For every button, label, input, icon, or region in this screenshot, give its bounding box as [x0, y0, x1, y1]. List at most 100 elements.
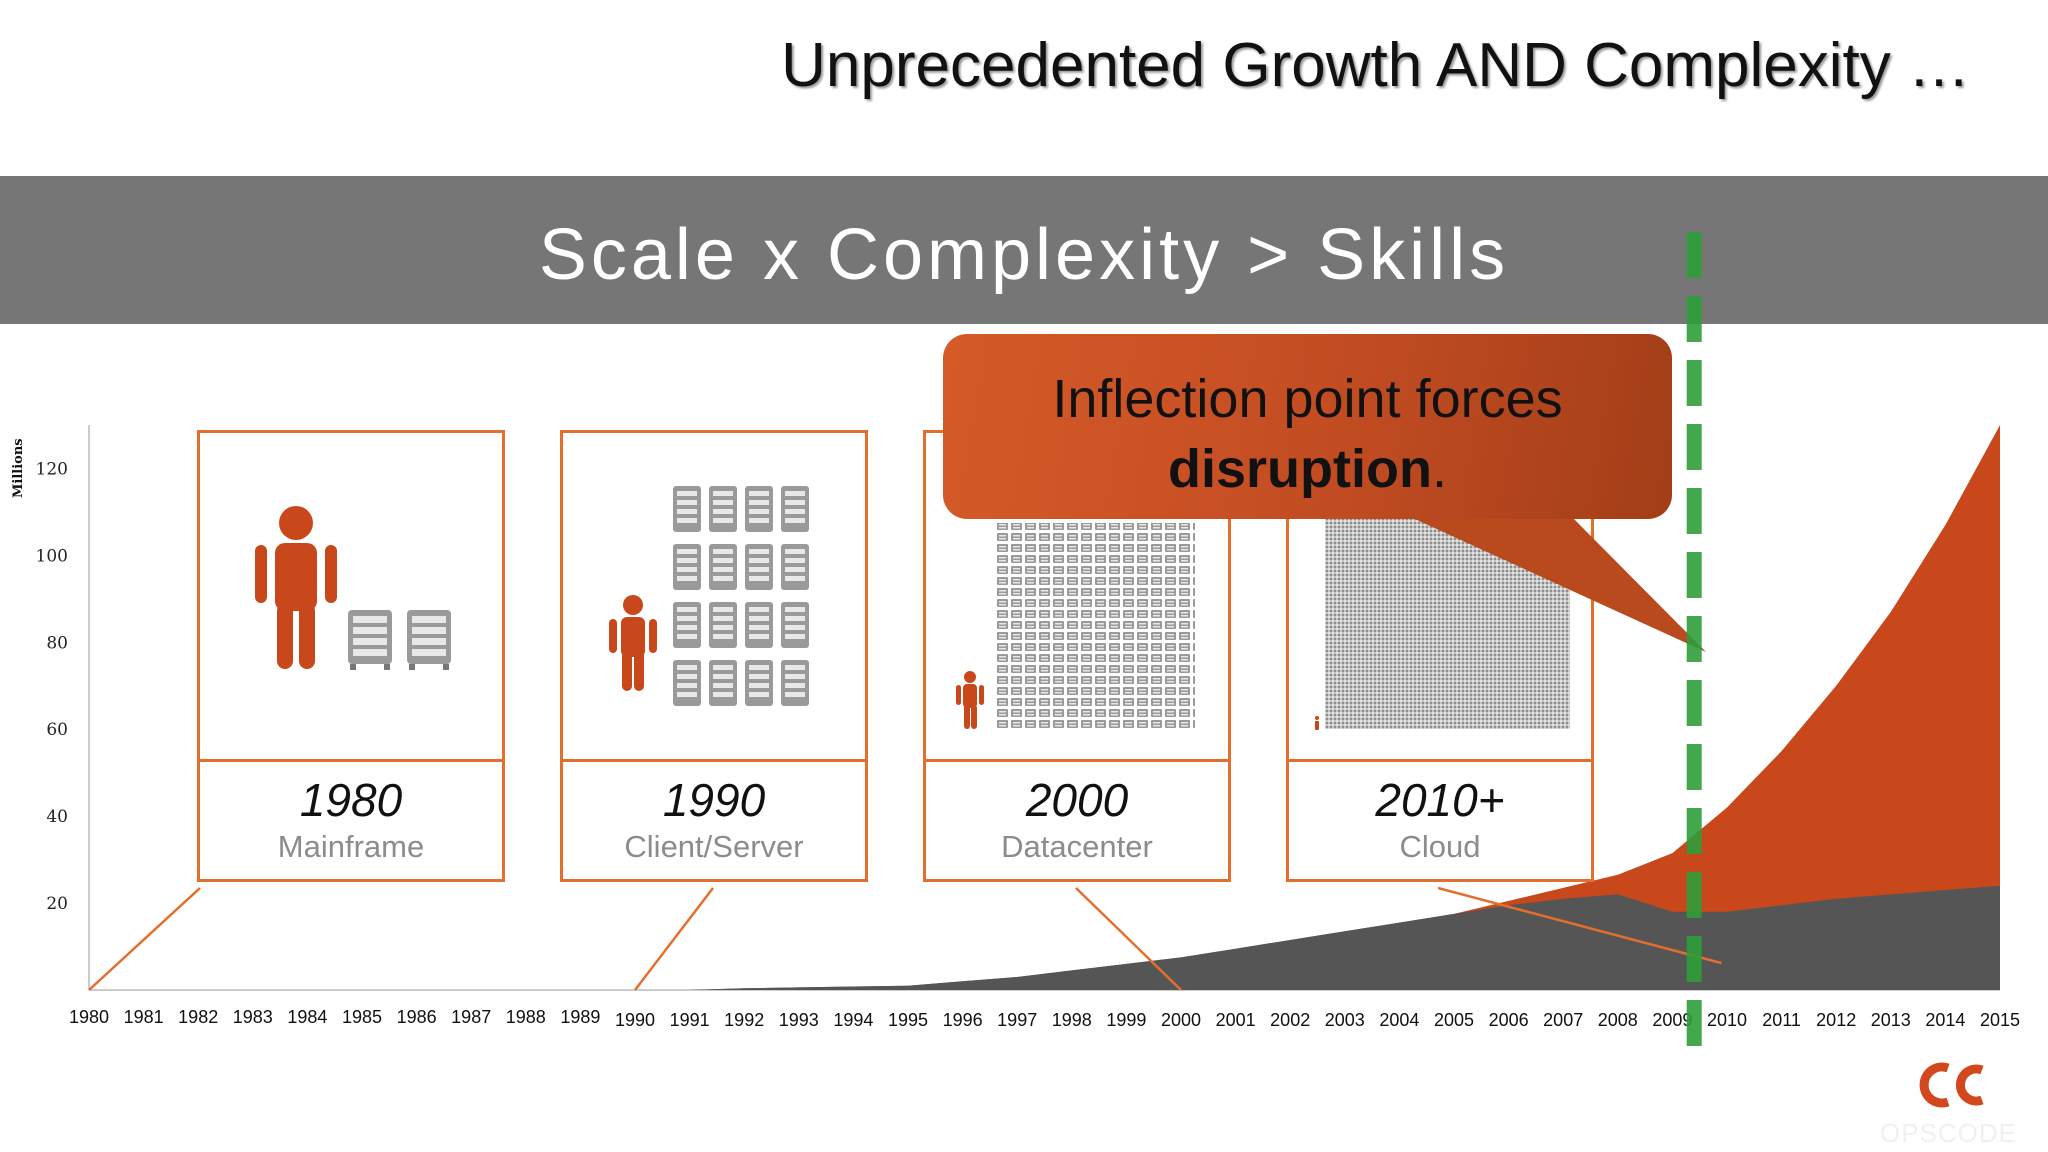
area-layer [89, 425, 2000, 990]
era-divider [200, 759, 502, 762]
card-pointer-line [88, 887, 201, 991]
era-year: 2000 [1025, 774, 1129, 826]
era-divider [926, 759, 1228, 762]
datacenter-illustration [956, 523, 1195, 729]
card-pointer-line [1437, 886, 1722, 965]
logo-text: OPSCODE [1880, 1118, 2018, 1148]
x-tick-label: 2012 [1816, 1010, 1856, 1030]
x-tick-label: 1998 [1052, 1010, 1092, 1030]
era-card-client-server: 1990 Client/Server [560, 430, 868, 882]
y-tick-label: 40 [46, 807, 68, 827]
server-icon [407, 610, 451, 670]
callout-box: Inflection point forces disruption. [943, 334, 1672, 519]
x-tick-label: 2006 [1489, 1010, 1529, 1030]
x-tick-label: 1991 [670, 1010, 710, 1030]
era-label: Cloud [1399, 829, 1481, 864]
x-tick-label: 1980 [69, 1007, 109, 1027]
y-tick-label: 60 [46, 720, 68, 740]
x-tick-label: 2005 [1434, 1010, 1474, 1030]
person-icon [956, 671, 984, 729]
x-tick-label: 1999 [1106, 1010, 1146, 1030]
server-icon [781, 602, 809, 648]
slide-title: Unprecedented Growth AND Complexity … [781, 31, 1970, 100]
server-icon [673, 660, 701, 706]
era-divider [1289, 759, 1591, 762]
server-icon [673, 544, 701, 590]
x-tick-label: 1992 [724, 1010, 764, 1030]
x-tick-label: 2014 [1925, 1010, 1965, 1030]
x-tick-label: 1994 [833, 1010, 873, 1030]
x-tick-label: 1985 [342, 1007, 382, 1027]
x-tick-label: 1981 [124, 1007, 164, 1027]
x-ticks: 1980 1981 1982 1983 1984 1985 1986 1987 1988 1989… [69, 1007, 2020, 1030]
x-tick-label: 2010 [1707, 1010, 1747, 1030]
x-tick-label: 1983 [233, 1007, 273, 1027]
server-icon [781, 544, 809, 590]
x-tick-label: 1990 [615, 1010, 655, 1030]
server-grid [997, 523, 1195, 729]
x-tick-label: 1988 [506, 1007, 546, 1027]
baseline-area [89, 885, 2000, 990]
person-icon [1315, 716, 1319, 730]
server-icon [709, 660, 737, 706]
y-tick-label: 20 [46, 894, 68, 914]
callout-emphasis: disruption [1168, 439, 1432, 499]
server-icon [709, 486, 737, 532]
x-tick-label: 2009 [1652, 1010, 1692, 1030]
era-label: Client/Server [624, 829, 804, 864]
callout-line1: Inflection point forces [1052, 369, 1563, 429]
x-tick-label: 1986 [397, 1007, 437, 1027]
x-tick-label: 2008 [1598, 1010, 1638, 1030]
x-tick-label: 1997 [997, 1010, 1037, 1030]
banner-text: Scale x Complexity > Skills [538, 215, 1510, 295]
era-label: Datacenter [1001, 829, 1153, 864]
opscode-logo-icon [1919, 1062, 1984, 1108]
card-pointer-line [634, 887, 714, 991]
era-label: Mainframe [277, 829, 425, 864]
x-tick-label: 1989 [560, 1007, 600, 1027]
era-year: 2010+ [1375, 774, 1505, 826]
server-icon [709, 544, 737, 590]
x-tick-label: 2015 [1980, 1010, 2020, 1030]
x-tick-label: 2001 [1216, 1010, 1256, 1030]
x-tick-label: 1984 [287, 1007, 327, 1027]
server-icon [745, 660, 773, 706]
y-tick-label: 120 [36, 459, 68, 479]
server-icon [745, 602, 773, 648]
client-server-illustration [609, 486, 809, 706]
x-tick-label: 1996 [943, 1010, 983, 1030]
x-tick-label: 2011 [1762, 1010, 1801, 1030]
card-pointer-line [1075, 887, 1182, 991]
x-tick-label: 1995 [888, 1010, 928, 1030]
era-year: 1990 [662, 774, 766, 826]
x-tick-label: 2002 [1270, 1010, 1310, 1030]
server-icon [709, 602, 737, 648]
x-tick-label: 2003 [1325, 1010, 1365, 1030]
era-year: 1980 [299, 774, 403, 826]
x-tick-label: 1987 [451, 1007, 491, 1027]
x-tick-label: 2000 [1161, 1010, 1201, 1030]
callout-text: Inflection point forces disruption. [943, 364, 1672, 504]
server-grid [673, 486, 809, 706]
x-tick-label: 1982 [178, 1007, 218, 1027]
era-divider [563, 759, 865, 762]
y-ticks: 20 40 60 80 100 120 [36, 459, 68, 914]
server-icon [673, 486, 701, 532]
server-icon [781, 486, 809, 532]
y-tick-label: 80 [46, 633, 68, 653]
server-icon [781, 660, 809, 706]
x-tick-label: 2004 [1379, 1010, 1419, 1030]
server-icon [348, 610, 392, 670]
mainframe-illustration [255, 506, 451, 670]
callout-period: . [1431, 439, 1447, 499]
x-tick-label: 1993 [779, 1010, 819, 1030]
x-tick-label: 2013 [1871, 1010, 1911, 1030]
x-tick-label: 2007 [1543, 1010, 1583, 1030]
server-icon [673, 602, 701, 648]
server-icon [745, 544, 773, 590]
person-icon [609, 595, 657, 691]
person-icon [255, 506, 337, 669]
